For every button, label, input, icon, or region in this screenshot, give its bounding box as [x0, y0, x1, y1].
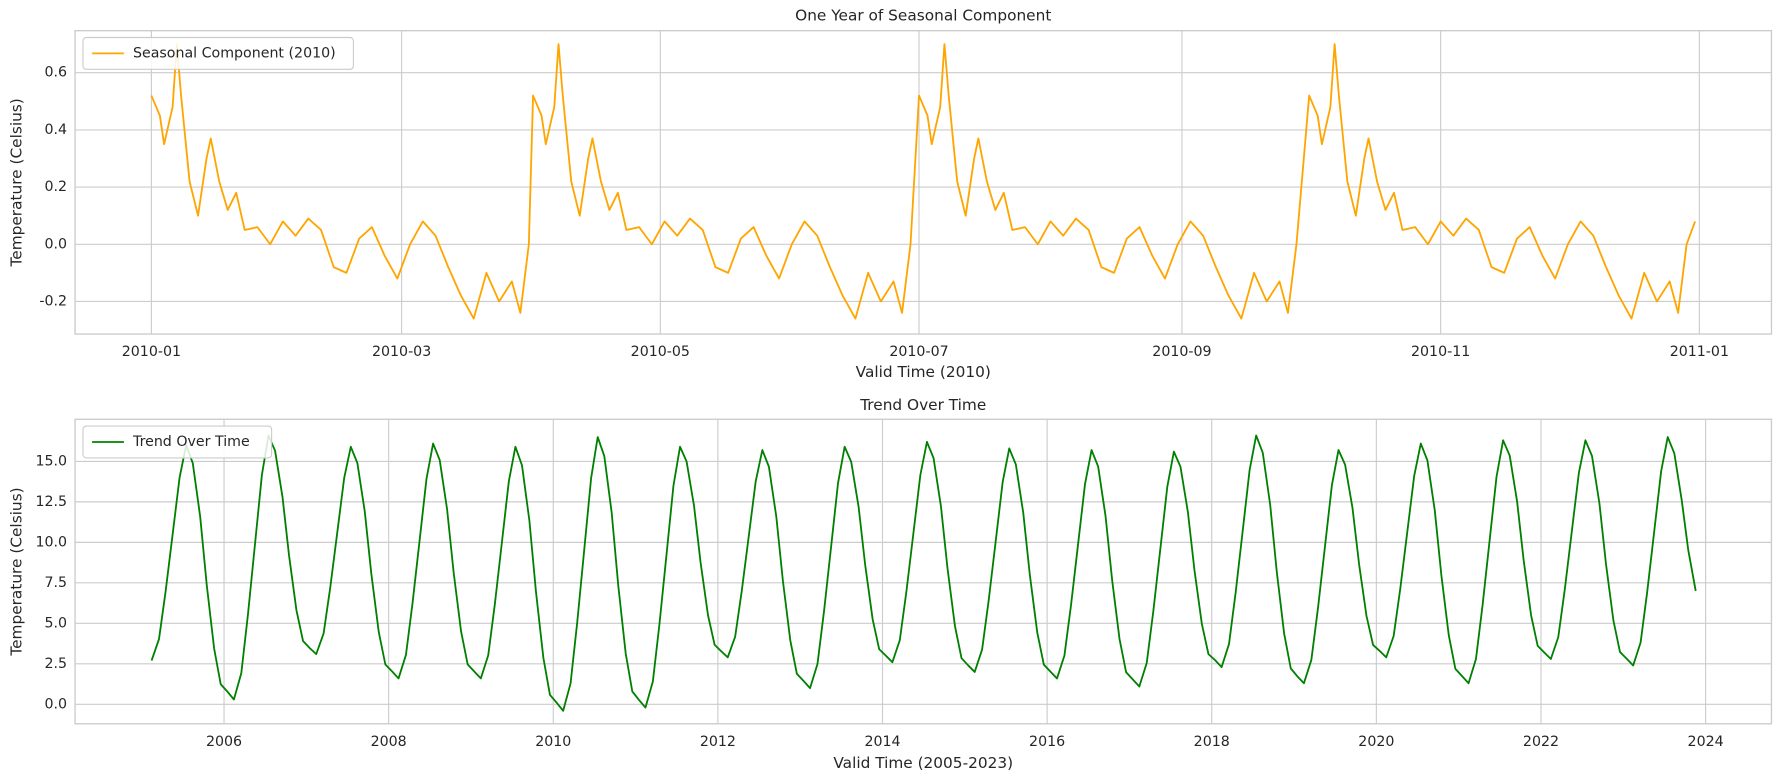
y-tick-label: 0.4 [45, 122, 68, 138]
legend-label: Trend Over Time [132, 434, 250, 450]
plot-frame [74, 418, 1773, 725]
series-line [150, 434, 1697, 712]
x-tick-label: 2012 [700, 734, 736, 750]
y-tick-label: 0.0 [45, 236, 68, 252]
x-tick-label: 2010-11 [1411, 344, 1470, 360]
y-tick-label: 0.6 [45, 65, 68, 81]
x-tick-label: 2010-05 [631, 344, 690, 360]
y-axis-label: Temperature (Celsius) [8, 98, 26, 267]
legend: Seasonal Component (2010) [82, 36, 354, 70]
x-tick-label: 2016 [1029, 734, 1065, 750]
x-axis-label: Valid Time (2010) [856, 363, 991, 381]
x-tick-label: 2022 [1523, 734, 1559, 750]
legend-label: Seasonal Component (2010) [133, 45, 336, 61]
series-line [150, 43, 1696, 320]
x-tick-label: 2006 [206, 734, 242, 750]
y-tick-label: 7.5 [45, 575, 68, 591]
y-tick-label: -0.2 [39, 293, 67, 309]
x-tick-label: 2011-01 [1670, 344, 1729, 360]
y-tick-label: 10.0 [36, 534, 68, 550]
y-tick-label: 0.0 [45, 696, 68, 712]
legend-box [82, 425, 273, 459]
x-tick-label: 2020 [1358, 734, 1394, 750]
plot-frame [74, 29, 1773, 335]
x-tick-label: 2010-03 [372, 344, 431, 360]
chart-title: Trend Over Time [859, 396, 986, 414]
legend: Trend Over Time [82, 425, 273, 459]
y-tick-label: 2.5 [45, 656, 68, 672]
x-axis-label: Valid Time (2005-2023) [833, 754, 1013, 772]
chart-title: One Year of Seasonal Component [795, 6, 1051, 24]
y-axis-label: Temperature (Celsius) [8, 487, 26, 656]
legend-box [82, 36, 354, 70]
x-tick-label: 2010-09 [1152, 344, 1211, 360]
x-tick-label: 2010-01 [122, 344, 181, 360]
y-tick-label: 0.2 [45, 179, 68, 195]
y-tick-label: 15.0 [36, 453, 68, 469]
x-tick-label: 2014 [864, 734, 900, 750]
x-tick-label: 2018 [1194, 734, 1230, 750]
x-tick-label: 2010 [535, 734, 571, 750]
x-tick-label: 2008 [371, 734, 407, 750]
y-tick-label: 5.0 [45, 615, 68, 631]
x-tick-label: 2024 [1688, 734, 1724, 750]
y-tick-label: 12.5 [36, 494, 68, 510]
x-tick-label: 2010-07 [889, 344, 948, 360]
